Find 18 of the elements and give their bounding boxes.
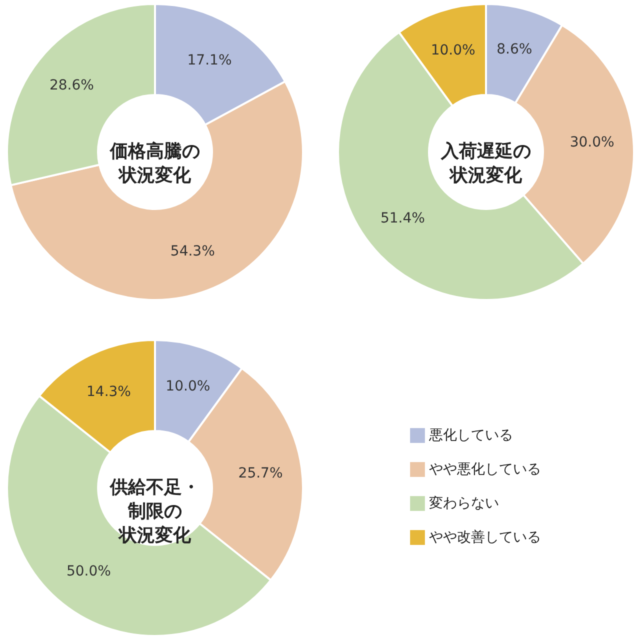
data-label: 25.7% — [238, 466, 283, 482]
data-label: 50.0% — [66, 563, 111, 580]
data-label: 10.0% — [166, 378, 210, 395]
data-label: 54.3% — [170, 244, 215, 260]
data-label: 51.4% — [380, 210, 425, 226]
data-label: 10.0% — [430, 42, 476, 59]
legend-label: 悪化している — [428, 428, 513, 444]
legend-label: 変わらない — [429, 496, 499, 512]
legend-label: やや改善している — [429, 528, 541, 546]
legend-label: やや悪化している — [429, 462, 541, 478]
data-label: 28.6% — [49, 78, 94, 94]
text: 入荷遅延の状況変化 — [440, 141, 531, 186]
text: 供給不足・制限の状況変化 — [109, 477, 200, 546]
data-label: 8.6% — [496, 41, 532, 58]
data-label: 30.0% — [570, 134, 614, 151]
data-label: 14.3% — [86, 384, 131, 400]
data-label: 17.1% — [187, 52, 232, 68]
text: 価格高騰の状況変化 — [109, 141, 200, 186]
